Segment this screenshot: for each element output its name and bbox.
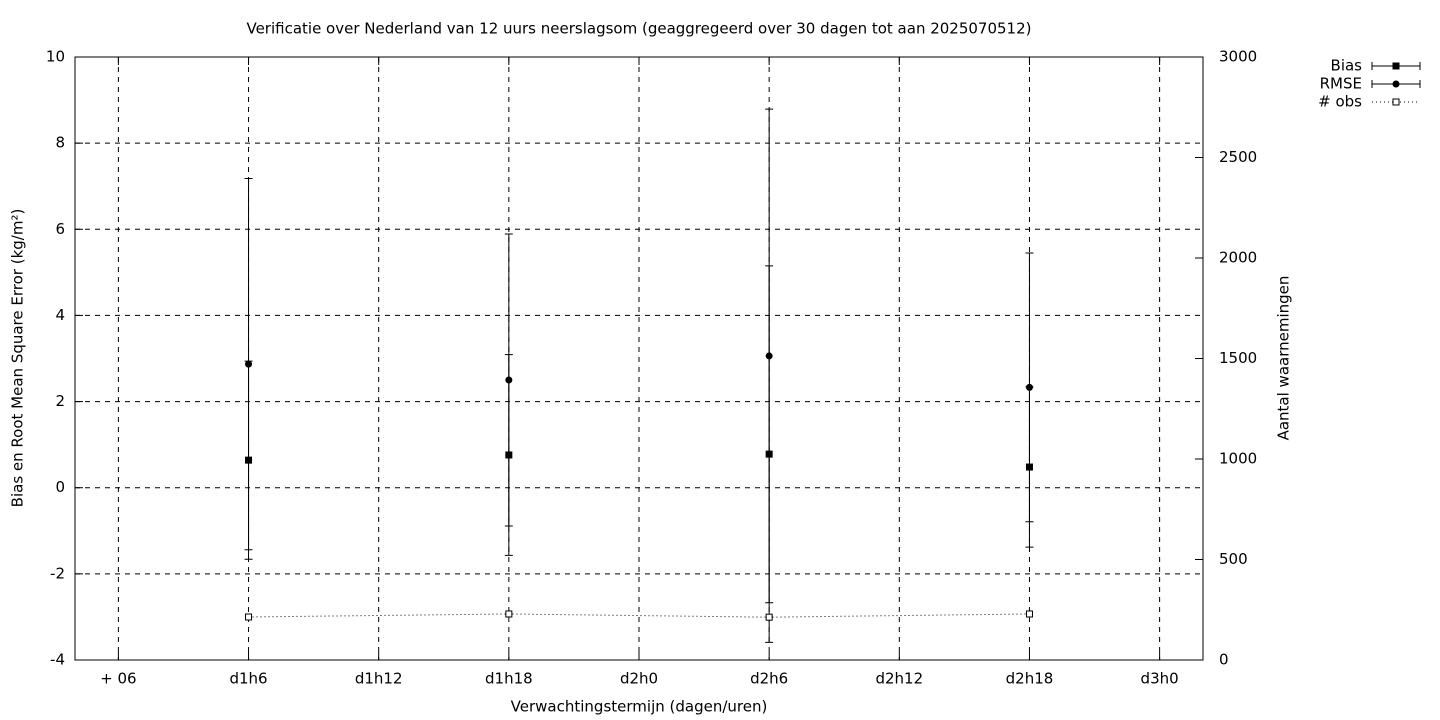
y2-tick-label: 2000 — [1219, 249, 1257, 267]
marker — [1025, 610, 1033, 618]
legend-marker — [1392, 80, 1400, 88]
y2-tick-label: 500 — [1219, 550, 1248, 568]
y2-tick-label: 1000 — [1219, 450, 1257, 468]
legend-marker — [1392, 98, 1400, 106]
legend-marker — [1392, 62, 1400, 70]
x-tick-label: d2h6 — [750, 670, 788, 688]
y-axis-label: Bias en Root Mean Square Error (kg/m²) — [9, 209, 27, 508]
plot-frame — [74, 56, 1204, 661]
legend-label: # obs — [1318, 93, 1362, 111]
marker — [245, 360, 253, 368]
x-tick-label: d1h18 — [485, 670, 533, 688]
y2-axis-label: Aantal waarnemingen — [1275, 276, 1293, 441]
x-tick-label: d2h12 — [875, 670, 923, 688]
x-axis-label: Verwachtingstermijn (dagen/uren) — [511, 698, 768, 716]
y-tick-label: 6 — [55, 220, 65, 238]
y-tick-label: 4 — [55, 306, 65, 324]
x-tick-label: d1h12 — [355, 670, 403, 688]
y-tick-label: 10 — [46, 48, 65, 66]
marker — [1025, 383, 1033, 391]
marker — [245, 613, 253, 621]
x-tick-label: + 06 — [100, 670, 136, 688]
x-tick-label: d2h18 — [1006, 670, 1054, 688]
y-tick-label: -4 — [50, 651, 65, 669]
y-tick-label: 0 — [55, 478, 65, 496]
y-tick-label: 8 — [55, 134, 65, 152]
marker — [505, 376, 513, 384]
y2-tick-label: 1500 — [1219, 349, 1257, 367]
y2-tick-label: 0 — [1219, 651, 1229, 669]
chart-title: Verificatie over Nederland van 12 uurs n… — [246, 20, 1031, 38]
obs-line — [248, 613, 1030, 618]
y2-tick-label: 3000 — [1219, 48, 1257, 66]
legend-label: Bias — [1331, 57, 1363, 75]
y-tick-label: 2 — [55, 392, 65, 410]
legend-label: RMSE — [1320, 75, 1362, 93]
marker — [765, 352, 773, 360]
marker — [765, 613, 773, 621]
y-tick-label: -2 — [50, 564, 65, 582]
x-tick-label: d1h6 — [229, 670, 267, 688]
y2-tick-label: 2500 — [1219, 148, 1257, 166]
x-tick-label: d3h0 — [1141, 670, 1179, 688]
marker — [505, 610, 513, 618]
x-tick-label: d2h0 — [620, 670, 658, 688]
